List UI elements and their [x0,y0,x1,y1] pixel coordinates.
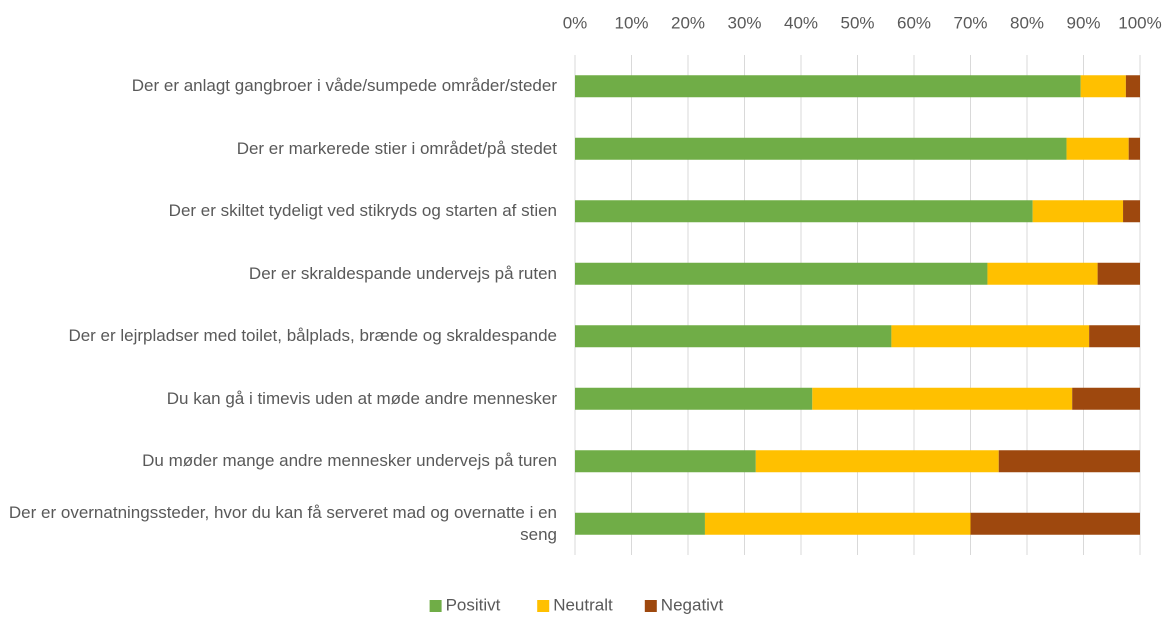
bar-segment [1125,75,1140,98]
bar-segment [704,512,971,535]
bar-segment [575,137,1067,160]
x-tick-label: 50% [840,13,874,32]
x-tick-label: 60% [897,13,931,32]
bar-segment [1066,137,1129,160]
bar-segment [1072,387,1140,410]
legend-swatch [537,600,550,612]
x-tick-label: 10% [614,13,648,32]
x-tick-label: 80% [1010,13,1044,32]
bar-segment [1032,200,1124,223]
bar-segment [998,450,1140,473]
x-tick-label: 40% [784,13,818,32]
legend-swatch [429,600,442,612]
x-tick-label: 90% [1066,13,1100,32]
bar-segment [755,450,999,473]
bar-segment [575,75,1081,98]
bar-segment [970,512,1140,535]
y-tick-label: Der er lejrpladser med toilet, bålplads,… [68,326,557,346]
y-tick-label: Der er overnatningssteder, hvor du kan f… [8,502,557,544]
bar-segment [1097,262,1140,285]
y-tick-label: Der er skraldespande undervejs på ruten [248,263,557,283]
bar-segment [1128,137,1140,160]
y-tick-label: Der er skiltet tydeligt ved stikryds og … [168,201,557,221]
bar-segment [1089,325,1140,348]
x-tick-label: 20% [671,13,705,32]
legend-label: Neutralt [553,595,613,614]
bar-segment [987,262,1098,285]
bar-segment [575,325,892,348]
bar-segment [575,387,813,410]
bar-segment [575,512,705,535]
bar-segment [1080,75,1126,98]
legend-swatch [644,600,657,612]
bar-segment [575,262,988,285]
bar-segment [575,450,756,473]
y-tick-label: Der er markerede stier i området/på sted… [236,138,557,158]
y-tick-label: Du møder mange andre mennesker undervejs… [142,451,557,471]
x-tick-label: 70% [953,13,987,32]
y-tick-label: Der er anlagt gangbroer i våde/sumpede o… [131,76,557,96]
x-tick-label: 0% [563,13,588,32]
legend-label: Positivt [446,595,501,614]
bar-segment [575,200,1033,223]
bar-segment [891,325,1090,348]
y-tick-label: Du kan gå i timevis uden at møde andre m… [166,388,557,408]
bar-segment [1123,200,1140,223]
x-tick-label: 30% [727,13,761,32]
x-tick-label: 100% [1118,13,1161,32]
bar-segment [812,387,1073,410]
legend-label: Negativt [661,595,724,614]
